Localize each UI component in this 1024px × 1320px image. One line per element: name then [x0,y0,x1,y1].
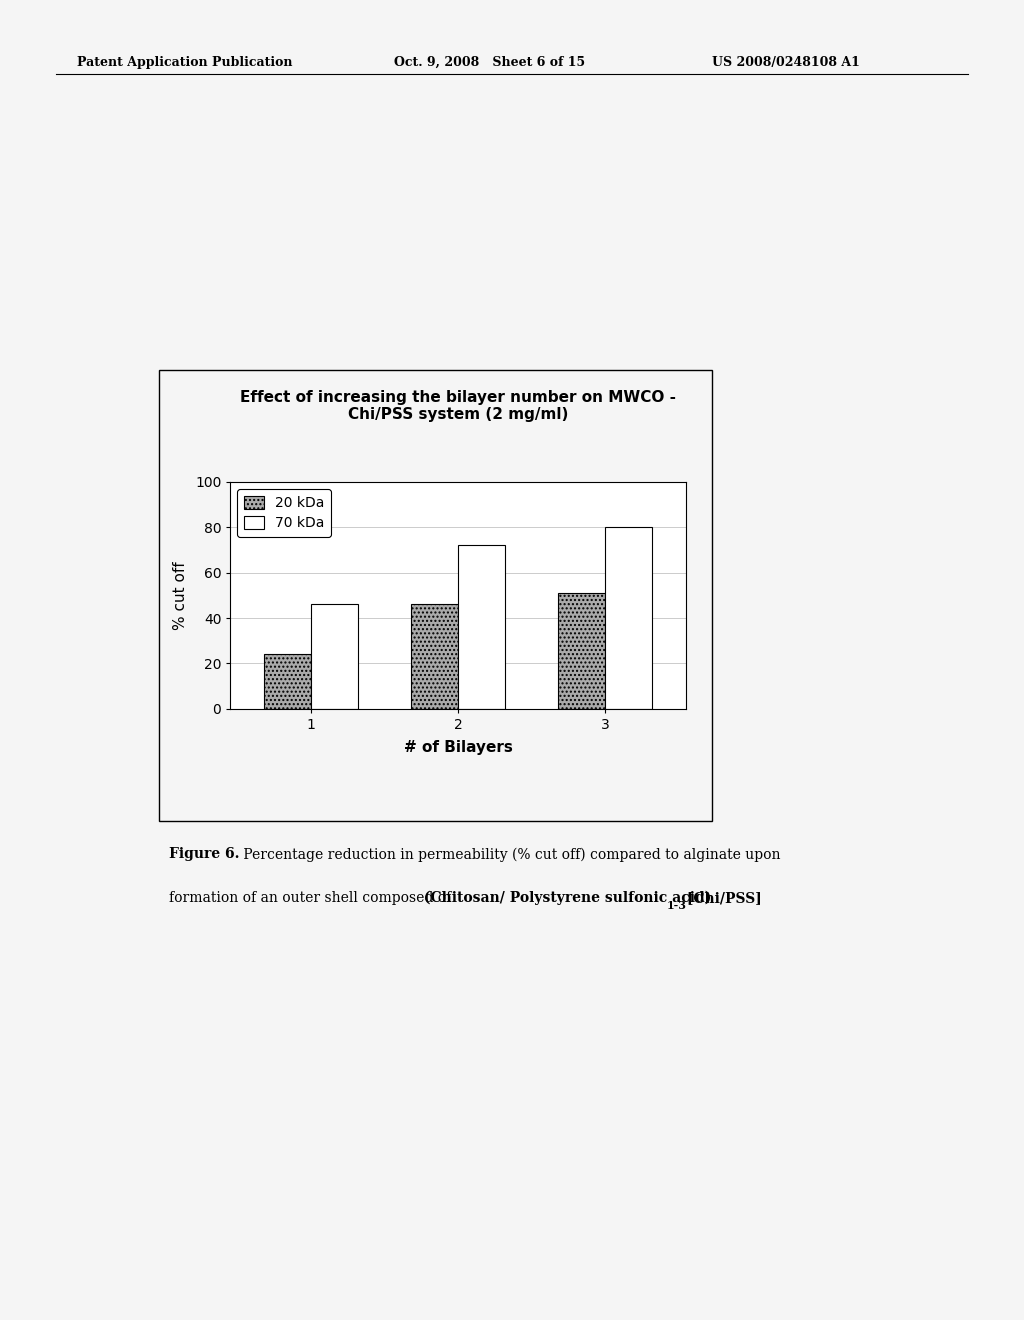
X-axis label: # of Bilayers: # of Bilayers [403,741,513,755]
Title: Effect of increasing the bilayer number on MWCO -
Chi/PSS system (2 mg/ml): Effect of increasing the bilayer number … [241,389,676,422]
Text: formation of an outer shell composed of: formation of an outer shell composed of [169,891,456,906]
Text: Patent Application Publication: Patent Application Publication [77,55,292,69]
Text: Percentage reduction in permeability (% cut off) compared to alginate upon: Percentage reduction in permeability (% … [239,847,780,862]
Y-axis label: % cut off: % cut off [173,561,188,630]
Legend: 20 kDa, 70 kDa: 20 kDa, 70 kDa [238,488,331,537]
Bar [264,655,311,709]
Bar [558,593,605,709]
Text: Figure 6.: Figure 6. [169,847,240,862]
Text: Oct. 9, 2008   Sheet 6 of 15: Oct. 9, 2008 Sheet 6 of 15 [394,55,586,69]
Bar [459,545,505,709]
Bar [605,527,652,709]
Bar [412,605,459,709]
Text: [Chi/PSS]: [Chi/PSS] [682,891,762,906]
Text: 1-3: 1-3 [667,900,687,911]
Text: (Chitosan/ Polystyrene sulfonic acid): (Chitosan/ Polystyrene sulfonic acid) [424,891,712,906]
Text: US 2008/0248108 A1: US 2008/0248108 A1 [712,55,859,69]
Bar [311,605,358,709]
